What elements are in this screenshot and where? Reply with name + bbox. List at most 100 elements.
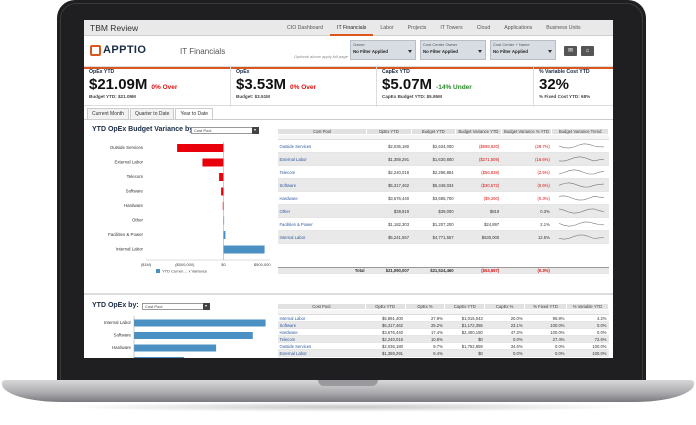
column-header[interactable]: Budget Variance Trend [551,128,609,135]
column-filter-cell[interactable] [277,134,367,140]
table-row[interactable]: Facilities & Power$1,182,3035.6%$00.0%10… [277,356,609,358]
cost-pool-cell[interactable]: Outside Services [277,342,366,350]
column-filter-cell[interactable] [365,309,405,315]
cost-pool-cell[interactable]: External Labor [277,152,367,166]
column-filter-cell[interactable] [455,134,502,140]
column-header[interactable]: % Variable YTD [566,303,609,310]
tab-it-towers[interactable]: IT Towers [440,25,463,31]
table-row[interactable]: Software $5,317,462 $5,348,034 ($30,572) (0.… [277,178,609,192]
column-filter-cell[interactable] [484,309,525,315]
kpi-label: OpEx [236,69,250,75]
cost-pool-cell[interactable]: Internal Labor [277,230,367,244]
opex-bar[interactable] [134,344,217,352]
sparkline-path [558,194,604,200]
variance-bar[interactable] [223,216,225,225]
opex-dimension-dropdown[interactable]: Cost Pool [142,303,210,310]
variance-bar[interactable] [222,202,224,210]
column-filter-cell[interactable] [551,134,609,140]
page-header: APPTIO IT Financials Optional above appl… [84,36,613,66]
column-header[interactable]: Cost Pool [276,128,368,135]
column-filter-cell[interactable] [501,134,552,140]
table-row[interactable]: Facilities & Power $1,182,303 $1,207,200 $2… [277,217,609,231]
period-tab-quarter-to-date[interactable]: Quarter to Date [129,108,175,119]
spacer-cell [278,256,609,268]
table-row[interactable]: Hardware $3,676,440 17.4% $2,400,150 47.3% 10… [277,328,609,336]
tab-projects[interactable]: Projects [407,25,427,31]
table-row[interactable]: Hardware $3,676,440 $3,685,700 ($9,260) (0.3… [277,191,609,205]
laptop-notch [318,380,378,386]
table-row[interactable]: Other $39,819 $39,000 $819 0.3% [277,204,609,218]
column-filter-cell[interactable] [405,309,445,315]
column-filter-cell[interactable] [566,309,609,315]
opex-ytd-cell: $5,241,557 [366,230,412,244]
column-filter-cell[interactable] [444,309,485,315]
table-row[interactable]: Outside Services $2,036,180 9.7% $1,752,859… [277,342,609,350]
cost-pool-cell[interactable]: Facilities & Power [277,356,366,358]
capex-cell: $1,752,859 [444,342,485,350]
app-title: TBM Review [90,23,139,33]
cost-center-name-filter[interactable]: Cost Center + Name No Filter Applied [490,40,556,60]
cost-pool-cell[interactable]: Software [277,178,367,192]
variance-trend-cell [551,191,609,205]
tab-cio-dashboard[interactable]: CIO Dashboard [287,25,324,31]
cost-center-owner-filter[interactable]: Cost Center Owner No Filter Applied [420,40,486,60]
budget-ytd-cell: $39,000 [411,204,456,218]
table-row[interactable]: External Labor $1,359,291 $1,630,800 ($271,… [277,152,609,166]
period-tab-year-to-date[interactable]: Year to Date [175,108,214,119]
period-tab-current-month[interactable]: Current Month [87,108,129,119]
tab-business-units[interactable]: Business Units [546,25,581,31]
mail-button[interactable]: ✉ [564,46,577,56]
variance-bar[interactable] [202,158,224,167]
variance-pct-cell: 12.5% [501,230,552,244]
column-header[interactable]: OpEx YTD [364,303,406,310]
cost-pool-cell[interactable]: External Labor [277,349,366,357]
cost-pool-cell[interactable]: Hardware [277,328,366,336]
variance-bar[interactable] [177,144,224,152]
cost-pool-cell[interactable]: Facilities & Power [277,217,367,231]
variance-bar[interactable] [219,173,224,181]
table-row[interactable]: Outside Services $2,036,180 $2,634,000 ($59… [277,139,609,153]
spacer-row [278,256,609,268]
apptio-logo: APPTIO [90,44,146,56]
variance-bar[interactable] [223,245,265,254]
tab-it-financials[interactable]: IT Financials [330,20,374,36]
owner-filter[interactable]: Owner No Filter Applied [350,40,416,60]
table-row[interactable]: Telecom $2,240,016 $2,296,854 ($56,838) (2.5… [277,165,609,179]
opex-bar[interactable] [134,357,185,358]
table-row[interactable]: Internal Labor $5,241,557 $4,771,557 $530,0… [277,230,609,244]
column-header[interactable]: Budget Variance YTD [455,128,502,135]
table-row[interactable]: Software $5,317,462 25.2% $1,172,355 23.1% 10… [277,321,609,329]
cost-pool-cell[interactable]: Internal Labor [277,314,366,322]
tab-applications[interactable]: Applications [504,25,533,31]
cost-pool-cell[interactable]: Telecom [277,165,367,179]
cost-pool-cell[interactable]: Hardware [277,191,367,205]
budget-ytd-cell: $1,207,200 [411,217,456,231]
kpi-label: CapEx YTD [382,69,410,75]
opex-bar[interactable] [134,319,266,327]
tab-labor[interactable]: Labor [380,25,394,31]
capex-cell: $1,172,355 [444,321,485,329]
cost-pool-cell[interactable]: Telecom [277,335,366,343]
variance-bar[interactable] [221,187,224,196]
variance-bar[interactable] [223,231,226,239]
sparkline [558,208,604,214]
column-filter-cell[interactable] [277,309,366,315]
column-filter-cell[interactable] [524,309,567,315]
cost-pool-cell[interactable]: Other [277,204,367,218]
opex-bar[interactable] [134,332,253,339]
table-row[interactable]: Telecom $2,240,016 10.6% $0 0.0% 27.4% 72.6% [277,335,609,343]
variance-pct-cell: 0.3% [501,204,552,218]
tab-cloud[interactable]: Cloud [476,25,491,31]
column-filter-cell[interactable] [411,134,456,140]
logo-mark-icon [90,44,101,56]
column-header[interactable]: Budget Variance % YTD [500,128,553,135]
column-filter-cell[interactable] [366,134,412,140]
budget-ytd-cell: $2,296,854 [411,165,456,179]
cost-pool-cell[interactable]: Software [277,321,366,329]
table-row[interactable]: Internal Labor $5,891,400 27.9% $1,015,043 2… [277,314,609,322]
variance-dimension-dropdown[interactable]: Cost Pool [191,127,259,134]
cost-pool-cell[interactable]: Outside Services [277,139,367,153]
table-row[interactable]: External Labor $1,359,291 6.4% $0 0.0% 0.0% 10… [277,349,609,357]
column-header[interactable]: CapEx YTD [444,303,486,310]
home-button[interactable]: ⌂ [581,46,594,56]
